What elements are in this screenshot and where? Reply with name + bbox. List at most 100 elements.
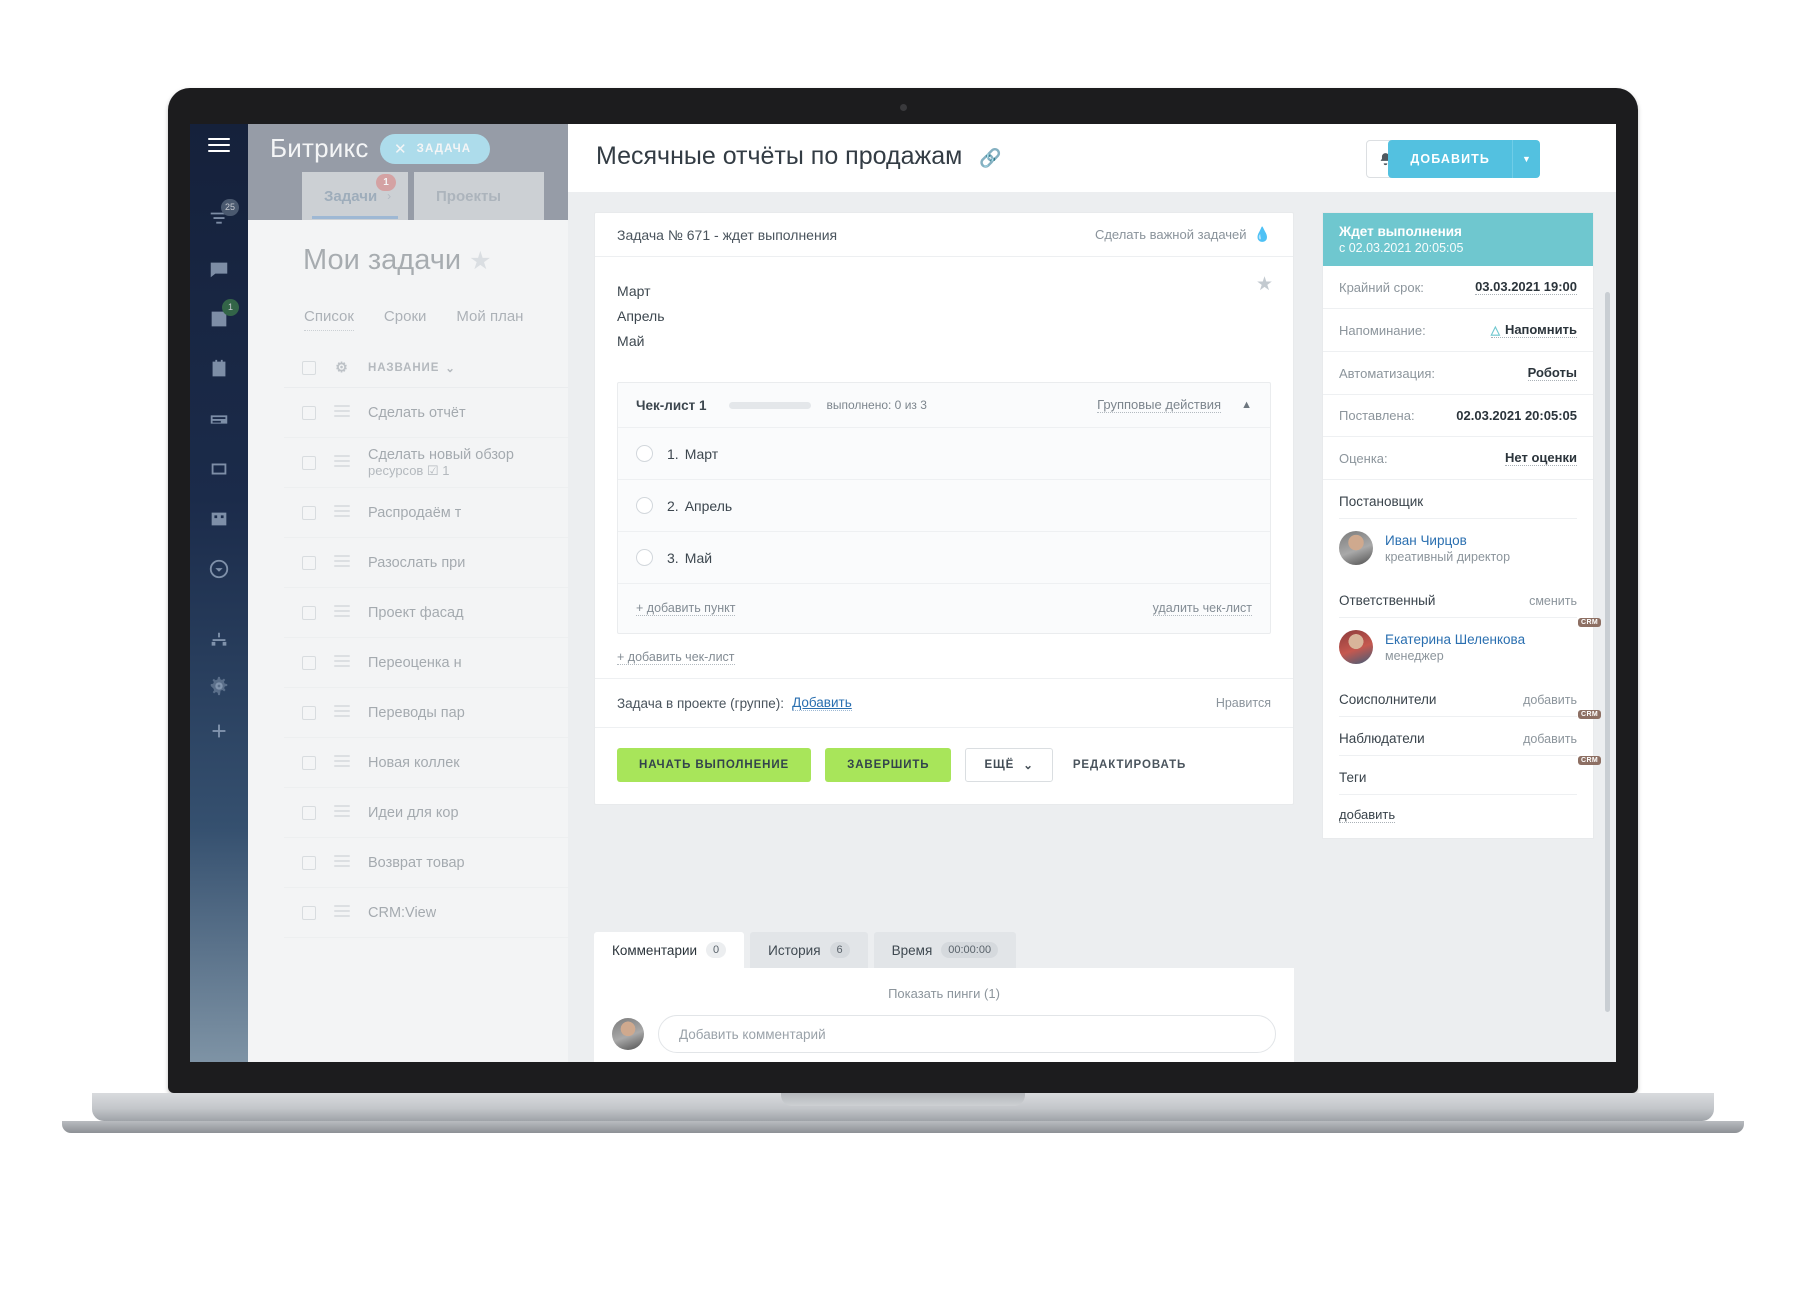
info-row-reminder: Напоминание: △ Напомнить <box>1323 309 1593 352</box>
task-detail-modal: Месячные отчёты по продажам 🔗 ДОБАВИТЬ ▼ <box>568 124 1616 1062</box>
sidebar-item-more[interactable] <box>202 552 236 586</box>
checklist-progress-bar <box>728 401 811 409</box>
sidebar-item-chat[interactable] <box>202 252 236 286</box>
checklist-title: Чек-лист 1 <box>636 397 707 413</box>
delete-checklist-link[interactable]: удалить чек-лист <box>1152 601 1252 616</box>
show-pings-link[interactable]: Показать пинги (1) <box>888 986 1000 1001</box>
sidebar-item-livefeed[interactable]: 25 <box>202 199 239 236</box>
crm-badge: CRM <box>1578 710 1602 719</box>
info-value[interactable]: Нет оценки <box>1505 450 1577 466</box>
task-status-text: Задача № 671 - ждет выполнения <box>617 226 838 243</box>
sidebar-item-drive[interactable] <box>202 402 236 436</box>
checklist-checkbox[interactable] <box>636 445 653 462</box>
tasks-badge: 1 <box>222 299 239 316</box>
tab-history-label: История <box>768 942 821 958</box>
status-title: Ждет выполнения <box>1339 224 1462 239</box>
crm-badge: CRM <box>1578 756 1602 765</box>
flame-icon: 💧 <box>1253 226 1271 242</box>
checklist-progress-label: выполнено: 0 из 3 <box>826 398 927 412</box>
tab-time[interactable]: Время 00:00:00 <box>873 932 1017 968</box>
tab-history[interactable]: История 6 <box>750 932 868 968</box>
app-left-sidebar[interactable]: 25 1 <box>190 124 248 1062</box>
more-actions-button[interactable]: ЕЩЁ ⌄ <box>965 748 1053 782</box>
comment-input[interactable]: Добавить комментарий <box>658 1015 1276 1053</box>
checklist-item[interactable]: 2. Апрель <box>618 479 1270 531</box>
section-title: Наблюдатели <box>1339 731 1425 746</box>
info-key: Оценка: <box>1339 450 1388 466</box>
chevron-down-icon: ⌄ <box>1023 760 1034 772</box>
description-line: Май <box>617 333 645 349</box>
bell-small-icon: △ <box>1490 323 1500 337</box>
start-task-button[interactable]: НАЧАТЬ ВЫПОЛНЕНИЕ <box>617 748 812 782</box>
task-status-header: Ждет выполнения с 02.03.2021 20:05:05 <box>1323 213 1593 266</box>
creator-person[interactable]: Иван Чирцов креативный директор <box>1323 519 1593 579</box>
laptop-lid: 25 1 <box>168 88 1638 1093</box>
sidebar-item-settings[interactable] <box>202 669 236 703</box>
star-icon[interactable]: ★ <box>1255 274 1273 295</box>
responsible-person[interactable]: Екатерина Шеленкова менеджер <box>1323 618 1593 678</box>
section-tags: Теги <box>1323 756 1593 794</box>
avatar <box>1339 630 1373 664</box>
project-add-link[interactable]: Добавить <box>792 695 852 711</box>
info-value[interactable]: Роботы <box>1527 365 1577 381</box>
modal-scrollbar[interactable] <box>1605 292 1610 1012</box>
tags-add-row: добавить <box>1323 795 1593 838</box>
edit-task-button[interactable]: РЕДАКТИРОВАТЬ <box>1072 759 1187 771</box>
modal-body: Задача № 671 - ждет выполнения Сделать в… <box>568 192 1616 1062</box>
add-checklist-row: + добавить чек-лист <box>595 634 1293 678</box>
section-coexecutors: Соисполнители добавить <box>1323 678 1593 716</box>
sidebar-item-company[interactable] <box>202 502 236 536</box>
checklist-item-number: 3. <box>667 549 679 566</box>
tab-comments-label: Комментарии <box>612 942 698 958</box>
menu-burger-icon[interactable] <box>208 138 230 154</box>
section-title: Постановщик <box>1339 494 1424 509</box>
task-info-panel: Ждет выполнения с 02.03.2021 20:05:05 Кр… <box>1322 212 1594 839</box>
divider <box>1339 716 1577 717</box>
checklist-item-label: Апрель <box>684 497 733 514</box>
like-link[interactable]: Нравится <box>1215 696 1271 710</box>
tab-comments[interactable]: Комментарии 0 <box>594 932 745 968</box>
checklist-item[interactable]: 3. Май <box>618 531 1270 583</box>
tab-history-badge: 6 <box>829 942 850 958</box>
link-icon[interactable]: 🔗 <box>979 148 1002 168</box>
chevron-up-icon[interactable]: ▲ <box>1241 399 1252 411</box>
add-button[interactable]: ДОБАВИТЬ <box>1388 140 1512 178</box>
add-tag-link[interactable]: добавить <box>1339 807 1396 823</box>
sidebar-item-calendar[interactable] <box>202 352 236 386</box>
info-value: 02.03.2021 20:05:05 <box>1456 408 1577 423</box>
person-name[interactable]: Иван Чирцов <box>1385 532 1467 548</box>
project-label: Задача в проекте (группе): <box>617 695 785 711</box>
info-value[interactable]: 03.03.2021 19:00 <box>1475 279 1577 295</box>
info-value[interactable]: △ Напомнить <box>1490 322 1577 338</box>
divider <box>1339 617 1577 618</box>
add-checklist-link[interactable]: + добавить чек-лист <box>617 650 735 665</box>
chevron-down-icon[interactable]: ▼ <box>1512 140 1540 178</box>
change-responsible-link[interactable]: сменить <box>1529 593 1577 608</box>
checklist-item[interactable]: 1. Март <box>618 427 1270 479</box>
sidebar-item-sitemap[interactable] <box>202 624 236 658</box>
add-checklist-item-link[interactable]: + добавить пункт <box>636 601 736 616</box>
laptop-base-foot <box>62 1121 1744 1133</box>
crm-badge: CRM <box>1578 618 1602 627</box>
person-name[interactable]: Екатерина Шеленкова <box>1385 631 1526 647</box>
livefeed-badge: 25 <box>220 199 239 216</box>
info-key: Крайний срок: <box>1339 279 1424 295</box>
sidebar-item-add[interactable] <box>202 714 236 748</box>
section-responsible: Ответственный сменить <box>1323 579 1593 617</box>
checklist-checkbox[interactable] <box>636 549 653 566</box>
add-coexecutor-link[interactable]: добавить <box>1523 692 1577 707</box>
description-line: Апрель <box>617 308 665 324</box>
divider <box>1339 755 1577 756</box>
finish-task-button[interactable]: ЗАВЕРШИТЬ <box>825 748 952 782</box>
add-observer-link[interactable]: добавить <box>1523 731 1577 746</box>
section-title: Ответственный <box>1339 593 1436 608</box>
sidebar-item-tasks[interactable]: 1 <box>202 299 239 336</box>
tab-time-badge: 00:00:00 <box>941 942 999 958</box>
checklist-checkbox[interactable] <box>636 497 653 514</box>
info-key: Напоминание: <box>1339 322 1426 338</box>
task-description[interactable]: ★ Март Апрель Май <box>595 257 1293 368</box>
sidebar-item-crm[interactable] <box>202 452 236 486</box>
make-important-button[interactable]: Сделать важной задачей 💧 <box>1095 226 1271 243</box>
group-actions-link[interactable]: Групповые действия <box>1097 397 1222 413</box>
